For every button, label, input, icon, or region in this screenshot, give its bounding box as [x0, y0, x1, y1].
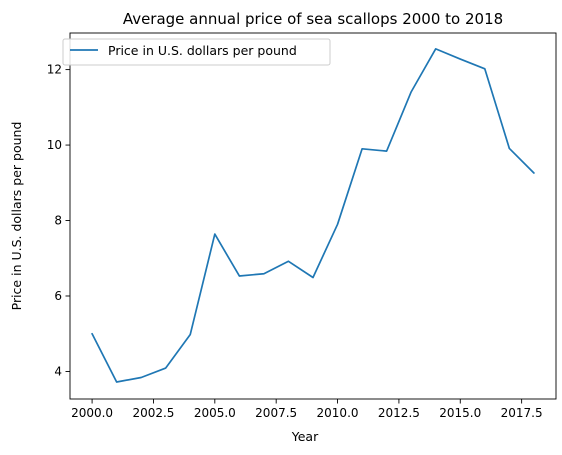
x-tick-label: 2000.0 [71, 406, 113, 420]
y-tick-label: 12 [47, 63, 62, 77]
x-tick-label: 2005.0 [194, 406, 236, 420]
y-tick-label: 4 [54, 364, 62, 378]
legend-label: Price in U.S. dollars per pound [108, 43, 297, 58]
y-tick-label: 6 [54, 289, 62, 303]
x-axis-label: Year [291, 429, 319, 444]
series-lines [91, 47, 535, 383]
x-tick-label: 2012.5 [378, 406, 420, 420]
x-axis-ticks: 2000.0 2002.5 2005.0 2007.5 2010.0 2012.5 2015… [71, 399, 543, 420]
y-axis-ticks: 4 6 8 10 12 [47, 63, 70, 378]
legend: Price in U.S. dollars per pound [62, 38, 331, 66]
x-tick-label: 2015.0 [439, 406, 481, 420]
y-tick-label: 10 [47, 138, 62, 152]
chart-title: Average annual price of sea scallops 200… [123, 10, 503, 28]
x-tick-label: 2002.5 [132, 406, 174, 420]
x-tick-label: 2010.0 [317, 406, 359, 420]
series-line [91, 47, 535, 383]
x-tick-label: 2007.5 [255, 406, 297, 420]
legend-box [62, 38, 331, 66]
plot-frame [69, 32, 557, 400]
y-tick-label: 8 [54, 214, 62, 228]
y-axis-label: Price in U.S. dollars per pound [9, 122, 24, 311]
x-tick-label: 2017.5 [501, 406, 543, 420]
plot-area: 2000.0 2002.5 2005.0 2007.5 2010.0 2012.5 2015… [47, 32, 557, 420]
